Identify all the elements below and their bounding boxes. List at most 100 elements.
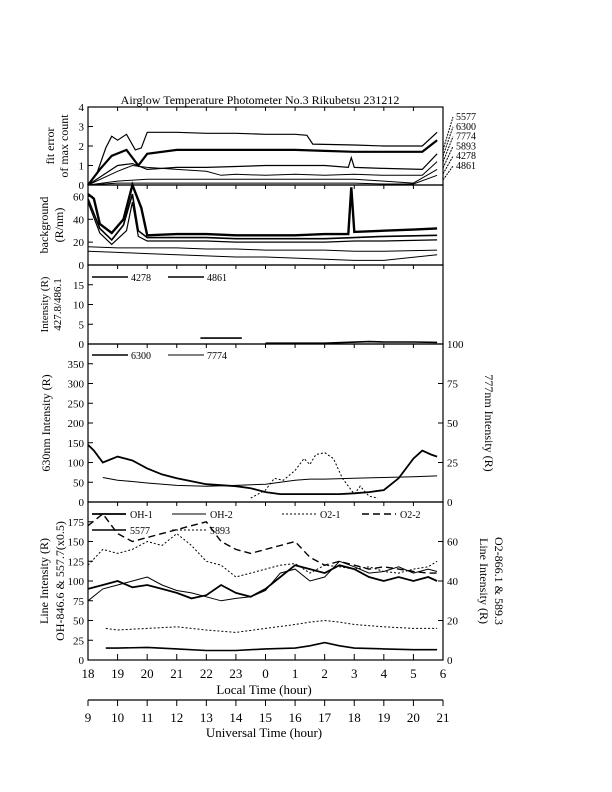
y-tick-label: 50: [73, 616, 85, 628]
fit-error-leader: [442, 116, 454, 151]
background-line: [87, 193, 438, 242]
lt-tick-label: 3: [351, 666, 358, 681]
background-ylabel-2: (R/nm): [52, 208, 66, 243]
line-6300: [87, 444, 438, 495]
oh-line-5577: [105, 641, 438, 652]
ratio-ylabel-2: 427.8/486.1: [52, 278, 64, 331]
ratio-legend-label: 4861: [207, 273, 227, 284]
oh-line-5893: [105, 619, 438, 633]
o2-ylabel: Line Intensity (R): [477, 538, 491, 624]
lt-tick-label: 2: [321, 666, 328, 681]
fit-error-line: [87, 131, 438, 186]
oh-legend-label: 5893: [210, 526, 230, 537]
lt-tick-label: 5: [410, 666, 417, 681]
lt-tick-label: 18: [82, 666, 95, 681]
ut-tick-label: 12: [170, 710, 183, 725]
y-tick-label: 150: [68, 438, 85, 450]
y-tick-label: 175: [68, 517, 85, 529]
oh-ylabel-2: OH-846.6 & 557.7(x0.5): [53, 521, 67, 641]
fit-error-ylabel-2: of max count: [57, 114, 71, 178]
y-tick-label: 150: [68, 537, 85, 549]
oh-ylabel: Line Intensity (R): [37, 538, 51, 624]
oh-legend-label: OH-2: [210, 510, 233, 521]
ratio-line: [265, 340, 438, 344]
fit-error-leader: [442, 165, 454, 181]
y-tick-label: 100: [68, 458, 85, 470]
y-tick-label: 100: [68, 576, 85, 588]
y-tick-label: 300: [68, 379, 85, 391]
legend-6300-label: 6300: [131, 351, 151, 362]
y-tick-label-right: 60: [447, 537, 459, 549]
ut-tick-label: 14: [229, 710, 243, 725]
fit-error-line: [87, 153, 438, 186]
y-tick-label-right: 40: [447, 576, 459, 588]
line-7774: [102, 475, 438, 487]
y-tick-label: 75: [73, 596, 85, 608]
y-tick-label: 125: [68, 556, 85, 568]
fit-error-series-label: 4278: [456, 151, 476, 162]
ut-tick-label: 17: [318, 710, 332, 725]
fit-error-leader: [442, 146, 454, 169]
lt-tick-label: 0: [262, 666, 269, 681]
ratio-ylabel: Intensity (R): [39, 276, 51, 332]
y-tick-label: 40: [73, 214, 85, 226]
line-630-dotted: [250, 452, 379, 499]
fit-error-ylabel: fit error: [43, 128, 57, 165]
lt-tick-label: 19: [111, 666, 124, 681]
oh-legend-label: O2-1: [320, 510, 341, 521]
y-tick-label: 3: [79, 122, 85, 134]
fit-error-leader: [442, 126, 454, 157]
o2-ylabel-2: O2-866.1 & 589.3: [492, 537, 506, 625]
oh-line-O2-1: [87, 532, 438, 578]
y-tick-label: 1: [79, 161, 85, 173]
local-time-label: Local Time (hour): [216, 682, 311, 697]
oh-legend-label: OH-1: [130, 510, 153, 521]
background-line: [87, 181, 438, 237]
y-tick-label-right: 50: [447, 418, 459, 430]
y-tick-label: 10: [73, 300, 85, 312]
lt-tick-label: 20: [141, 666, 154, 681]
y-tick-label-right: 0: [447, 497, 453, 509]
fit-error-line: [87, 139, 438, 186]
lt-tick-label: 22: [200, 666, 213, 681]
background-line: [87, 246, 438, 252]
y-tick-label: 15: [73, 280, 85, 292]
oh-legend-label: 5577: [130, 526, 150, 537]
ut-tick-label: 19: [377, 710, 390, 725]
ut-tick-label: 11: [141, 710, 154, 725]
ut-tick-label: 10: [111, 710, 124, 725]
ut-tick-label: 16: [289, 710, 303, 725]
background-ylabel: background: [37, 197, 51, 254]
fit-error-series-label: 7774: [456, 132, 476, 143]
lt-tick-label: 1: [292, 666, 299, 681]
fit-error-line: [87, 161, 438, 186]
lt-tick-label: 4: [381, 666, 388, 681]
oh-line-OH-1: [87, 564, 438, 600]
ylabel-777: 777nm Intensity (R): [482, 374, 496, 471]
legend-7774-label: 7774: [207, 351, 227, 362]
y-tick-label-right: 100: [447, 339, 464, 351]
ut-tick-label: 13: [200, 710, 213, 725]
oh-line-O2-2: [87, 512, 438, 574]
fit-error-line: [87, 168, 438, 186]
ut-tick-label: 9: [85, 710, 92, 725]
fit-error-leader: [442, 155, 454, 175]
figure-title: Airglow Temperature Photometer No.3 Riku…: [121, 93, 400, 107]
y-tick-label-right: 75: [447, 379, 459, 391]
ylabel-630: 630nm Intensity (R): [39, 374, 53, 471]
ut-tick-label: 21: [437, 710, 450, 725]
fit-error-series-label: 4861: [456, 161, 476, 172]
lt-tick-label: 23: [229, 666, 242, 681]
ut-tick-label: 18: [348, 710, 361, 725]
y-tick-label: 25: [73, 635, 85, 647]
lt-tick-label: 6: [440, 666, 447, 681]
y-tick-label: 60: [73, 191, 85, 203]
panel-frame-3: [87, 343, 444, 503]
universal-time-label: Universal Time (hour): [206, 725, 322, 740]
fit-error-series-label: 5577: [456, 112, 476, 123]
background-line: [87, 201, 438, 246]
y-tick-label: 0: [79, 180, 85, 192]
ratio-legend-label: 4278: [131, 273, 151, 284]
fit-error-line: [87, 174, 438, 186]
y-tick-label: 20: [73, 237, 85, 249]
